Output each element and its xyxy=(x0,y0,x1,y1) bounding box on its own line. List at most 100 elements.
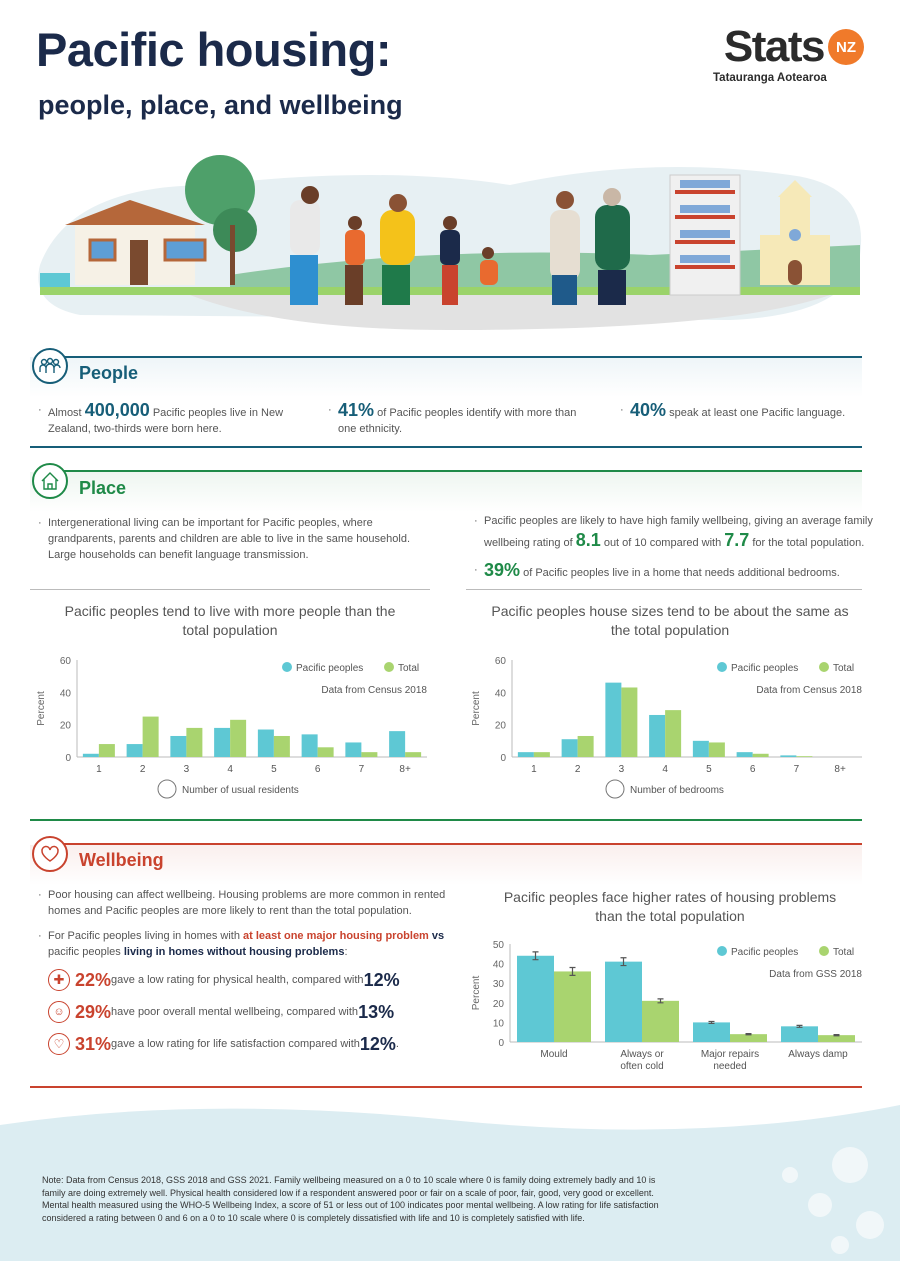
error-bar xyxy=(532,951,539,961)
place-intergenerational-text: · Intergenerational living can be importa… xyxy=(38,517,411,561)
bar-total xyxy=(642,1000,679,1042)
bar-pacific xyxy=(257,729,274,757)
legend-label-total: Total xyxy=(833,947,854,958)
x-tick-label: 8+ xyxy=(834,764,846,775)
bar-total xyxy=(533,752,550,757)
legend-swatch-total xyxy=(819,946,829,956)
bar-total xyxy=(577,735,594,757)
y-tick-label: 20 xyxy=(495,721,507,732)
people-stat-population: · Almost 400,000 Pacific peoples live in … xyxy=(38,400,284,435)
bar-total xyxy=(142,716,159,757)
place-bedrooms-text: · 39% of Pacific peoples live in a home t… xyxy=(474,560,840,580)
bar-pacific xyxy=(736,752,753,757)
bar-total xyxy=(98,744,115,757)
community-illustration xyxy=(38,155,862,330)
error-bar xyxy=(657,998,664,1004)
people-stat-ethnicity: · 41% of Pacific peoples identify with mo… xyxy=(328,400,577,435)
bar-pacific xyxy=(517,955,554,1042)
bar-pacific xyxy=(82,753,99,757)
physical-health-icon: ✚ xyxy=(48,969,70,991)
x-tick-label: Always damp xyxy=(788,1049,848,1060)
bar-total xyxy=(665,710,682,757)
x-axis-label: Number of usual residents xyxy=(182,785,299,796)
bar-total xyxy=(317,747,334,757)
stats-nz-logo: Stats NZ xyxy=(724,22,864,72)
y-tick-label: 40 xyxy=(493,960,505,971)
x-tick-label: 5 xyxy=(271,764,277,775)
y-axis-label: Percent xyxy=(471,976,482,1011)
logo-tagline: Tatauranga Aotearoa xyxy=(713,72,827,84)
x-tick-label: Major repairs xyxy=(701,1049,759,1060)
page-subtitle: people, place, and wellbeing xyxy=(38,90,403,120)
x-tick-label: 4 xyxy=(227,764,233,775)
legend-swatch-pacific xyxy=(717,946,727,956)
legend-label-total: Total xyxy=(833,663,854,674)
bar-total xyxy=(730,1034,767,1042)
people-divider xyxy=(60,356,862,358)
legend-label-pacific: Pacific peoples xyxy=(296,663,363,674)
chart-source: Data from Census 2018 xyxy=(321,685,427,696)
people-section-bg xyxy=(30,357,862,397)
heart-check-icon: ♡ xyxy=(48,1033,70,1055)
error-bar xyxy=(833,1033,840,1037)
y-tick-label: 10 xyxy=(493,1018,505,1029)
house-roof xyxy=(65,200,205,225)
path xyxy=(190,295,830,330)
tree xyxy=(185,155,255,225)
y-tick-label: 20 xyxy=(493,999,505,1010)
people-group-icon xyxy=(32,348,68,384)
bedrooms-bar-chart: 0 20 40 60 Percent 1 2 3 4 5 6 7 8+ Pacific peoples To… xyxy=(471,656,862,799)
error-bar xyxy=(745,1032,752,1036)
bar-pacific xyxy=(345,742,362,757)
wellbeing-heading: Wellbeing xyxy=(79,850,164,870)
bar-pacific xyxy=(517,752,534,757)
y-tick-label: 20 xyxy=(60,721,72,732)
chart3-title: Pacific peoples face higher rates of hou… xyxy=(503,889,837,924)
wellbeing-divider xyxy=(60,843,862,845)
legend-swatch-total xyxy=(384,662,394,672)
legend-swatch-pacific xyxy=(717,662,727,672)
chart1-title: Pacific peoples tend to live with more p… xyxy=(64,603,396,638)
legend-label-pacific: Pacific peoples xyxy=(731,663,798,674)
chart-source: Data from GSS 2018 xyxy=(769,969,862,980)
wellbeing-comparison-text: · For Pacific peoples living in homes wit… xyxy=(38,930,445,958)
legend-swatch-pacific xyxy=(282,662,292,672)
error-bar xyxy=(620,957,627,967)
bar-total xyxy=(752,753,769,757)
x-tick-label: needed xyxy=(713,1061,746,1072)
bar-total xyxy=(621,687,638,757)
wellbeing-section-bg xyxy=(30,845,862,885)
y-tick-label: 60 xyxy=(495,656,507,667)
x-tick-label: Always or xyxy=(620,1049,664,1060)
wellbeing-stat-mental: ☺ 29% have poor overall mental wellbeing… xyxy=(48,996,463,1028)
y-axis-label: Percent xyxy=(471,691,482,726)
bar-pacific xyxy=(780,755,797,757)
legend-label-pacific: Pacific peoples xyxy=(731,947,798,958)
bar-pacific xyxy=(692,740,709,757)
logo-badge: NZ xyxy=(828,29,864,65)
x-tick-label: 5 xyxy=(706,764,712,775)
place-heading: Place xyxy=(79,478,127,498)
x-tick-label: 3 xyxy=(619,764,625,775)
y-tick-label: 50 xyxy=(493,940,505,951)
people-stat-language: · 40% speak at least one Pacific language… xyxy=(620,400,846,420)
x-tick-label: 8+ xyxy=(399,764,411,775)
x-tick-label: 6 xyxy=(750,764,756,775)
x-tick-label: 7 xyxy=(359,764,365,775)
bar-pacific xyxy=(605,961,642,1042)
x-tick-label: 2 xyxy=(140,764,146,775)
bar-pacific xyxy=(301,734,318,757)
bar-pacific xyxy=(389,731,406,757)
chart2-divider xyxy=(466,589,862,590)
y-tick-label: 60 xyxy=(60,656,72,667)
legend-swatch-total xyxy=(819,662,829,672)
sea xyxy=(40,273,70,287)
error-bar xyxy=(796,1024,803,1028)
error-bar xyxy=(569,966,576,976)
y-tick-label: 0 xyxy=(498,1038,504,1049)
y-tick-label: 0 xyxy=(500,753,506,764)
bar-total xyxy=(554,971,591,1042)
bar-total xyxy=(708,742,725,757)
people-bottom-divider xyxy=(30,446,862,448)
